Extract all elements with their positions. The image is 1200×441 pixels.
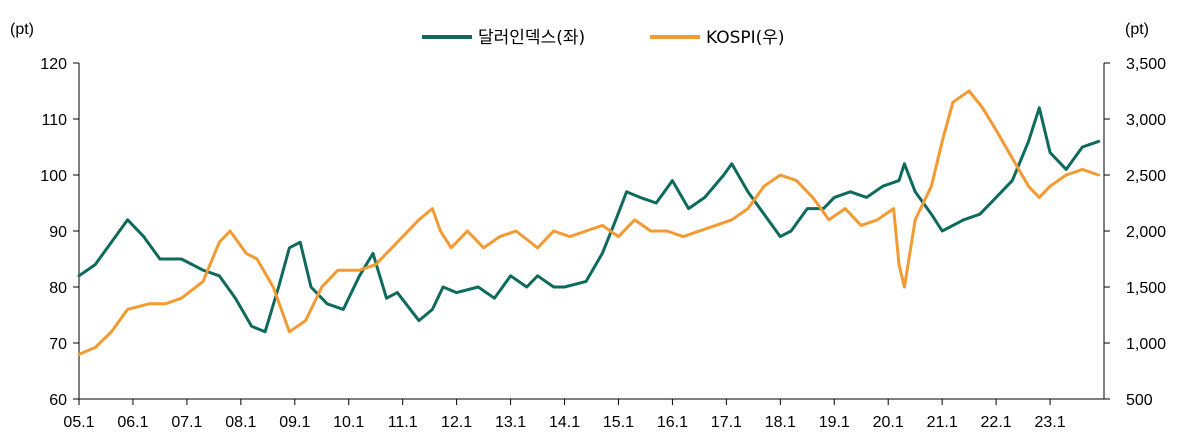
x-tick-label: 08.1 <box>225 414 256 431</box>
x-tick-label: 23.1 <box>1034 414 1065 431</box>
x-tick-label: 17.1 <box>711 414 742 431</box>
left-tick-label: 110 <box>41 112 67 129</box>
x-tick-label: 22.1 <box>981 414 1012 431</box>
x-tick-label: 19.1 <box>819 414 850 431</box>
x-tick-label: 10.1 <box>333 414 364 431</box>
legend: 달러인덱스(좌) KOSPI(우) <box>422 28 785 48</box>
x-tick-label: 20.1 <box>873 414 904 431</box>
left-tick-label: 90 <box>49 224 67 241</box>
right-axis-unit: (pt) <box>1125 21 1149 38</box>
x-tick-label: 14.1 <box>549 414 580 431</box>
series-line-kospi <box>77 89 1101 356</box>
x-tick-label: 05.1 <box>63 414 94 431</box>
right-tick-label: 3,500 <box>1126 56 1166 73</box>
legend-label-kospi: KOSPI(우) <box>706 28 785 48</box>
left-tick-label: 120 <box>40 56 67 73</box>
x-tick-label: 16.1 <box>657 414 688 431</box>
tick-group: 60 70 80 90 100 110 120 500 1,000 1,500 2,000 2,500… <box>40 56 1166 431</box>
right-tick-label: 2,500 <box>1126 168 1166 185</box>
x-tick-label: 06.1 <box>117 414 148 431</box>
x-tick-label: 07.1 <box>171 414 202 431</box>
left-tick-label: 70 <box>49 336 67 353</box>
x-tick-label: 15.1 <box>603 414 634 431</box>
right-tick-label: 2,000 <box>1126 224 1166 241</box>
left-tick-label: 80 <box>49 280 67 297</box>
right-tick-label: 3,000 <box>1126 112 1166 129</box>
series-layer <box>77 89 1101 356</box>
x-tick-label: 09.1 <box>279 414 310 431</box>
right-tick-label: 500 <box>1126 392 1153 409</box>
x-tick-label: 21.1 <box>927 414 958 431</box>
right-tick-label: 1,000 <box>1126 336 1166 353</box>
x-tick-label: 12.1 <box>441 414 472 431</box>
left-axis-unit: (pt) <box>10 21 34 38</box>
x-tick-label: 11.1 <box>388 414 418 431</box>
x-tick-label: 13.1 <box>495 414 526 431</box>
x-tick-label: 18.1 <box>765 414 796 431</box>
right-tick-label: 1,500 <box>1126 280 1166 297</box>
left-tick-label: 60 <box>49 392 67 409</box>
series-line-dollar-index <box>77 106 1101 334</box>
legend-label-dollar-index: 달러인덱스(좌) <box>478 28 585 48</box>
left-tick-label: 100 <box>40 168 67 185</box>
